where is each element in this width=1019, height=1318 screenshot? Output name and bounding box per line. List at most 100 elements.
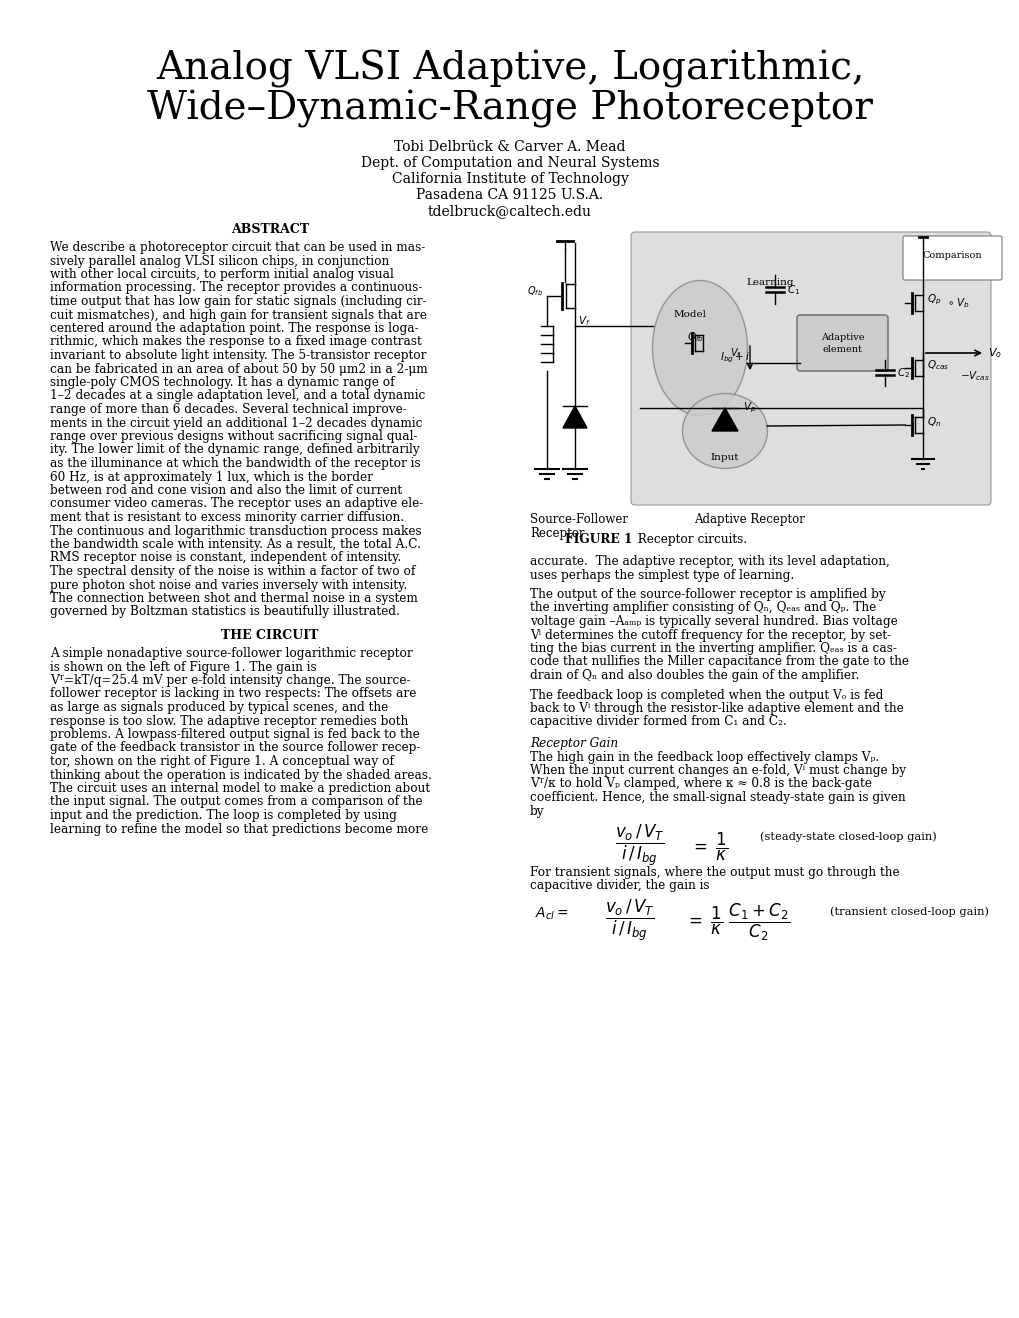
Text: cuit mismatches), and high gain for transient signals that are: cuit mismatches), and high gain for tran…: [50, 308, 427, 322]
Text: is shown on the left of Figure 1. The gain is: is shown on the left of Figure 1. The ga…: [50, 660, 316, 673]
Text: Model: Model: [673, 310, 706, 319]
Polygon shape: [562, 406, 586, 428]
Text: The spectral density of the noise is within a factor of two of: The spectral density of the noise is wit…: [50, 565, 415, 579]
Text: The connection between shot and thermal noise in a system: The connection between shot and thermal …: [50, 592, 418, 605]
FancyBboxPatch shape: [902, 236, 1001, 279]
Text: voltage gain –Aₐₘₚ is typically several hundred. Bias voltage: voltage gain –Aₐₘₚ is typically several …: [530, 616, 897, 627]
Text: with other local circuits, to perform initial analog visual: with other local circuits, to perform in…: [50, 268, 393, 281]
Text: Source-Follower: Source-Follower: [530, 513, 628, 526]
Text: $C_2$: $C_2$: [896, 366, 909, 380]
Text: $V_f$: $V_f$: [578, 314, 590, 328]
Text: range of more than 6 decades. Several technical improve-: range of more than 6 decades. Several te…: [50, 403, 407, 416]
Text: When the input current changes an e-fold, Vⁱ must change by: When the input current changes an e-fold…: [530, 764, 905, 778]
Text: $Q_n$: $Q_n$: [926, 415, 941, 428]
Text: $=\ \dfrac{1}{\kappa}$: $=\ \dfrac{1}{\kappa}$: [689, 832, 728, 863]
Text: The circuit uses an internal model to make a prediction about: The circuit uses an internal model to ma…: [50, 782, 430, 795]
Text: learning to refine the model so that predictions become more: learning to refine the model so that pre…: [50, 822, 428, 836]
Text: RMS receptor noise is constant, independent of intensity.: RMS receptor noise is constant, independ…: [50, 551, 400, 564]
Text: problems. A lowpass-filtered output signal is fed back to the: problems. A lowpass-filtered output sign…: [50, 728, 420, 741]
Text: $V_f$: $V_f$: [730, 347, 741, 360]
Text: $Q_{fb}$: $Q_{fb}$: [527, 285, 542, 298]
Text: 60 Hz, is at approximately 1 lux, which is the border: 60 Hz, is at approximately 1 lux, which …: [50, 471, 373, 484]
Text: as large as signals produced by typical scenes, and the: as large as signals produced by typical …: [50, 701, 388, 714]
Text: time output that has low gain for static signals (including cir-: time output that has low gain for static…: [50, 295, 426, 308]
Text: element: element: [821, 345, 862, 355]
Text: $V_o$: $V_o$: [987, 347, 1001, 360]
Text: Receptor circuits.: Receptor circuits.: [630, 532, 746, 546]
Text: $Q_p$: $Q_p$: [926, 293, 941, 307]
Text: The high gain in the feedback loop effectively clamps Vₚ.: The high gain in the feedback loop effec…: [530, 750, 878, 763]
Text: (transient closed-loop gain): (transient closed-loop gain): [829, 905, 988, 916]
Text: thinking about the operation is indicated by the shaded areas.: thinking about the operation is indicate…: [50, 768, 431, 782]
Text: sively parallel analog VLSI silicon chips, in conjunction: sively parallel analog VLSI silicon chip…: [50, 254, 389, 268]
Text: governed by Boltzman statistics is beautifully illustrated.: governed by Boltzman statistics is beaut…: [50, 605, 399, 618]
Text: Dept. of Computation and Neural Systems: Dept. of Computation and Neural Systems: [361, 156, 658, 170]
Text: pure photon shot noise and varies inversely with intensity.: pure photon shot noise and varies invers…: [50, 579, 407, 592]
Text: coefficient. Hence, the small-signal steady-state gain is given: coefficient. Hence, the small-signal ste…: [530, 791, 905, 804]
Text: by: by: [530, 804, 544, 817]
Text: information processing. The receptor provides a continuous-: information processing. The receptor pro…: [50, 282, 422, 294]
Text: Adaptive: Adaptive: [820, 333, 863, 343]
Text: ity. The lower limit of the dynamic range, defined arbitrarily: ity. The lower limit of the dynamic rang…: [50, 443, 420, 456]
Text: drain of Qₙ and also doubles the gain of the amplifier.: drain of Qₙ and also doubles the gain of…: [530, 670, 859, 681]
Text: back to Vⁱ through the resistor-like adaptive element and the: back to Vⁱ through the resistor-like ada…: [530, 702, 903, 714]
Text: California Institute of Technology: California Institute of Technology: [391, 173, 628, 186]
Text: Vᵀ=kT/q=25.4 mV per e-fold intensity change. The source-: Vᵀ=kT/q=25.4 mV per e-fold intensity cha…: [50, 673, 410, 687]
Text: capacitive divider formed from C₁ and C₂.: capacitive divider formed from C₁ and C₂…: [530, 716, 786, 729]
Text: Vⁱ determines the cutoff frequency for the receptor, by set-: Vⁱ determines the cutoff frequency for t…: [530, 629, 891, 642]
Text: For transient signals, where the output must go through the: For transient signals, where the output …: [530, 866, 899, 879]
Text: (steady-state closed-loop gain): (steady-state closed-loop gain): [759, 832, 935, 842]
Text: tor, shown on the right of Figure 1. A conceptual way of: tor, shown on the right of Figure 1. A c…: [50, 755, 393, 768]
Text: Analog VLSI Adaptive, Logarithmic,: Analog VLSI Adaptive, Logarithmic,: [156, 50, 863, 88]
Text: the inverting amplifier consisting of Qₙ, Qₑₐₛ and Qₚ. The: the inverting amplifier consisting of Qₙ…: [530, 601, 875, 614]
Text: rithmic, which makes the response to a fixed image contrast: rithmic, which makes the response to a f…: [50, 336, 421, 348]
Text: the bandwidth scale with intensity. As a result, the total A.C.: the bandwidth scale with intensity. As a…: [50, 538, 421, 551]
Text: follower receptor is lacking in two respects: The offsets are: follower receptor is lacking in two resp…: [50, 688, 416, 700]
Text: $A_{cl} =$: $A_{cl} =$: [535, 905, 568, 923]
FancyBboxPatch shape: [631, 232, 990, 505]
Text: uses perhaps the simplest type of learning.: uses perhaps the simplest type of learni…: [530, 568, 794, 581]
Text: input and the prediction. The loop is completed by using: input and the prediction. The loop is co…: [50, 809, 396, 822]
FancyBboxPatch shape: [796, 315, 888, 370]
Text: We describe a photoreceptor circuit that can be used in mas-: We describe a photoreceptor circuit that…: [50, 241, 425, 254]
Text: invariant to absolute light intensity. The 5-transistor receptor: invariant to absolute light intensity. T…: [50, 349, 426, 362]
Text: $Q_{fb}$: $Q_{fb}$: [686, 330, 703, 344]
Text: $Q_{cas}$: $Q_{cas}$: [926, 358, 949, 372]
Text: tdelbruck@caltech.edu: tdelbruck@caltech.edu: [428, 204, 591, 217]
Text: $- V_{cas}$: $- V_{cas}$: [959, 369, 988, 384]
Text: Pasadena CA 91125 U.S.A.: Pasadena CA 91125 U.S.A.: [416, 188, 603, 202]
Text: Receptor Gain: Receptor Gain: [530, 737, 618, 750]
Text: $=\ \dfrac{1}{\kappa}\ \dfrac{C_1+C_2}{C_2}$: $=\ \dfrac{1}{\kappa}\ \dfrac{C_1+C_2}{C…: [685, 902, 790, 944]
Text: 1–2 decades at a single adaptation level, and a total dynamic: 1–2 decades at a single adaptation level…: [50, 390, 425, 402]
Text: Input: Input: [710, 453, 739, 463]
Text: FIGURE 1: FIGURE 1: [565, 532, 632, 546]
Text: capacitive divider, the gain is: capacitive divider, the gain is: [530, 879, 709, 892]
Text: code that nullifies the Miller capacitance from the gate to the: code that nullifies the Miller capacitan…: [530, 655, 908, 668]
Text: ment that is resistant to excess minority carrier diffusion.: ment that is resistant to excess minorit…: [50, 511, 404, 525]
Text: can be fabricated in an area of about 50 by 50 μm2 in a 2-μm: can be fabricated in an area of about 50…: [50, 362, 427, 376]
Text: between rod and cone vision and also the limit of current: between rod and cone vision and also the…: [50, 484, 401, 497]
Text: ments in the circuit yield an additional 1–2 decades dynamic: ments in the circuit yield an additional…: [50, 416, 422, 430]
Text: $I_{bg}+i$: $I_{bg}+i$: [719, 351, 749, 365]
Text: single-poly CMOS technology. It has a dynamic range of: single-poly CMOS technology. It has a dy…: [50, 376, 394, 389]
Text: THE CIRCUIT: THE CIRCUIT: [221, 629, 318, 642]
Text: response is too slow. The adaptive receptor remedies both: response is too slow. The adaptive recep…: [50, 714, 408, 728]
Text: Tobi Delbrück & Carver A. Mead: Tobi Delbrück & Carver A. Mead: [394, 140, 625, 154]
Polygon shape: [711, 409, 738, 431]
Text: range over previous designs without sacrificing signal qual-: range over previous designs without sacr…: [50, 430, 417, 443]
Text: consumer video cameras. The receptor uses an adaptive ele-: consumer video cameras. The receptor use…: [50, 497, 423, 510]
Text: $V_p$: $V_p$: [743, 401, 756, 415]
Text: A simple nonadaptive source-follower logarithmic receptor: A simple nonadaptive source-follower log…: [50, 647, 413, 660]
Text: The continuous and logarithmic transduction process makes: The continuous and logarithmic transduct…: [50, 525, 421, 538]
Text: $\circ$ $V_b$: $\circ$ $V_b$: [946, 297, 969, 310]
Text: $\dfrac{v_o\,/\,V_T}{i\,/\,I_{bg}}$: $\dfrac{v_o\,/\,V_T}{i\,/\,I_{bg}}$: [604, 898, 654, 944]
Text: ABSTRACT: ABSTRACT: [230, 223, 309, 236]
Text: accurate.  The adaptive receptor, with its level adaptation,: accurate. The adaptive receptor, with it…: [530, 555, 889, 568]
Text: Adaptive Receptor: Adaptive Receptor: [694, 513, 805, 526]
Text: The output of the source-follower receptor is amplified by: The output of the source-follower recept…: [530, 588, 884, 601]
Text: Vᵀ/κ to hold Vₚ clamped, where κ ≈ 0.8 is the back-gate: Vᵀ/κ to hold Vₚ clamped, where κ ≈ 0.8 i…: [530, 778, 871, 791]
Ellipse shape: [652, 281, 747, 415]
Text: ting the bias current in the inverting amplifier. Qₑₐₛ is a cas-: ting the bias current in the inverting a…: [530, 642, 896, 655]
Text: centered around the adaptation point. The response is loga-: centered around the adaptation point. Th…: [50, 322, 418, 335]
Text: Wide–Dynamic-Range Photoreceptor: Wide–Dynamic-Range Photoreceptor: [147, 90, 872, 128]
